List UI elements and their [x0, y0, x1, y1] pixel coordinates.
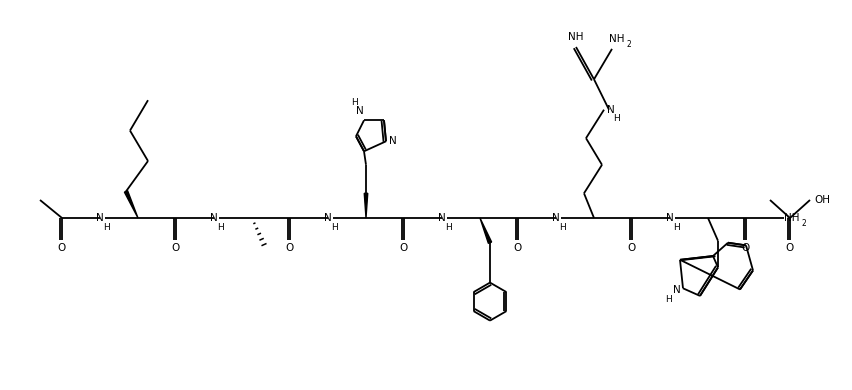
Text: N: N [324, 213, 332, 223]
Text: 2: 2 [626, 41, 631, 50]
Polygon shape [124, 191, 138, 218]
Text: O: O [400, 243, 408, 253]
Text: N: N [552, 213, 560, 223]
Text: N: N [607, 105, 615, 115]
Text: N: N [389, 136, 397, 146]
Text: O: O [786, 243, 794, 253]
Text: O: O [742, 243, 750, 253]
Text: H: H [331, 223, 337, 232]
Text: N: N [666, 213, 674, 223]
Text: O: O [628, 243, 636, 253]
Text: H: H [445, 223, 452, 232]
Text: N: N [673, 285, 681, 295]
Text: H: H [352, 98, 359, 107]
Text: H: H [559, 223, 566, 232]
Text: N: N [438, 213, 446, 223]
Polygon shape [480, 218, 492, 243]
Text: H: H [665, 295, 672, 304]
Text: O: O [514, 243, 522, 253]
Text: 2: 2 [802, 220, 806, 229]
Text: N: N [96, 213, 104, 223]
Text: O: O [172, 243, 180, 253]
Text: NH: NH [609, 34, 625, 44]
Text: O: O [58, 243, 66, 253]
Text: N: N [356, 106, 364, 116]
Polygon shape [365, 193, 368, 218]
Text: NH: NH [568, 32, 584, 42]
Text: NH: NH [784, 213, 800, 223]
Text: H: H [613, 114, 620, 123]
Text: N: N [210, 213, 218, 223]
Text: H: H [216, 223, 223, 232]
Text: H: H [102, 223, 109, 232]
Text: H: H [672, 223, 679, 232]
Text: OH: OH [814, 195, 830, 205]
Text: O: O [286, 243, 294, 253]
